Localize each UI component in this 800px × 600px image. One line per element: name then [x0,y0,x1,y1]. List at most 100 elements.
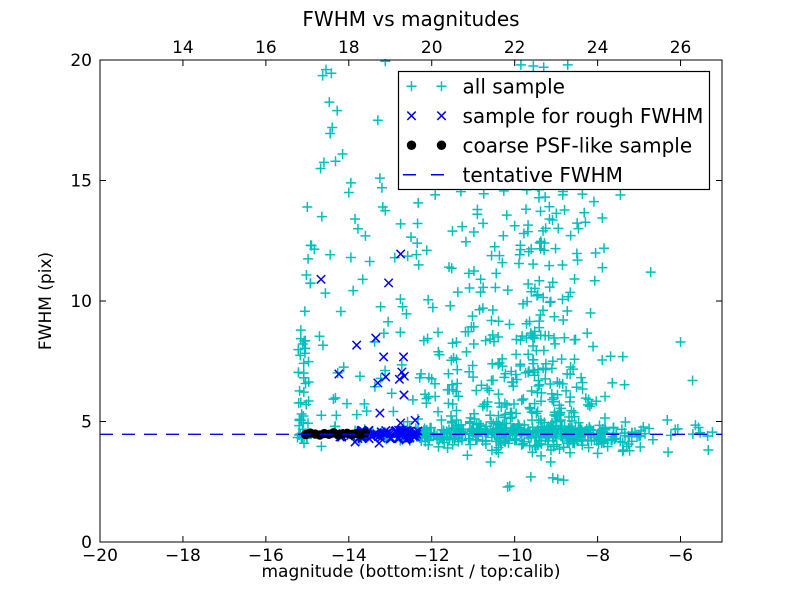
all-sample-marker [305,278,316,289]
all-sample-marker [526,243,537,254]
all-sample-marker [505,428,516,439]
all-sample-marker [533,381,544,392]
all-sample-marker [298,358,309,369]
all-sample-marker [357,274,368,285]
all-sample-marker [563,291,574,302]
all-sample-marker [452,287,463,298]
top-tick-label: 26 [670,38,692,58]
all-sample-marker [702,430,713,441]
all-sample-marker [600,391,611,402]
all-sample-marker [558,475,569,486]
all-sample-marker [517,331,528,342]
all-sample-marker [663,447,674,458]
all-sample-marker [501,210,512,221]
all-sample-marker [565,392,576,403]
top-tick-label: 24 [587,38,609,58]
rough-fwhm-marker [408,431,418,442]
all-sample-marker [557,294,568,305]
all-sample-marker [615,436,626,447]
all-sample-marker [352,223,363,234]
top-tick-label: 18 [338,38,360,58]
all-sample-marker [480,439,491,450]
all-sample-marker [478,282,489,293]
all-sample-marker [545,456,556,467]
all-sample-marker [552,377,563,388]
all-sample-marker [303,396,314,407]
all-sample-marker [316,441,327,452]
all-sample-marker [460,236,471,247]
all-sample-marker [504,319,515,330]
all-sample-marker [509,220,520,231]
all-sample-marker [639,428,650,439]
all-sample-marker [520,367,531,378]
all-sample-marker [695,427,706,438]
all-sample-marker [514,420,525,431]
all-sample-marker [411,249,422,260]
all-sample-marker [464,283,475,294]
all-sample-marker [540,373,551,384]
series-rough-fwhm [316,249,423,448]
all-sample-marker [456,419,467,430]
all-sample-marker [581,423,592,434]
all-sample-marker [448,352,459,363]
all-sample-marker [589,275,600,286]
all-sample-marker [539,422,550,433]
all-sample-marker [534,435,545,446]
all-sample-marker [330,392,341,403]
all-sample-marker [554,400,565,411]
all-sample-marker [383,316,394,327]
all-sample-marker [518,438,529,449]
all-sample-marker [376,182,387,193]
all-sample-marker [396,359,407,370]
all-sample-marker [562,305,573,316]
all-sample-marker [536,417,547,428]
y-tick-label: 0 [81,533,92,553]
all-sample-marker [299,336,310,347]
all-sample-marker [485,410,496,421]
all-sample-marker [526,286,537,297]
all-sample-marker [430,189,441,200]
legend-box [397,70,711,191]
all-sample-marker [687,375,698,386]
legend-marker [406,140,417,150]
all-sample-marker [644,423,655,434]
all-sample-marker [635,442,646,453]
all-sample-marker [443,368,454,379]
all-sample-marker [559,204,570,215]
all-sample-marker [421,424,432,435]
all-sample-marker [549,333,560,344]
all-sample-marker [624,431,635,442]
all-sample-marker [506,377,517,388]
legend: all sample sample for rough FWHM coarse PS… [397,70,711,191]
all-sample-marker [320,64,331,75]
all-sample-marker [482,427,493,438]
all-sample-marker [510,369,521,380]
all-sample-marker [446,263,457,274]
all-sample-marker [568,407,579,418]
all-sample-marker [468,226,479,237]
all-sample-marker [461,346,472,357]
all-sample-marker [463,268,474,279]
all-sample-marker [475,274,486,285]
all-sample-marker [406,232,416,243]
all-sample-marker [624,445,635,456]
all-sample-marker [485,334,496,345]
rough-fwhm-marker [395,249,406,259]
all-sample-marker [538,62,549,73]
all-sample-marker [433,406,444,417]
all-sample-marker [617,351,628,362]
all-sample-marker [337,148,348,159]
all-sample-marker [562,435,573,446]
all-sample-marker [665,430,676,441]
all-sample-marker [528,365,539,376]
all-sample-marker [467,360,478,371]
all-sample-marker [317,70,328,81]
all-sample-marker [550,338,561,349]
all-sample-marker [343,187,354,198]
all-sample-marker [554,408,565,419]
all-sample-marker [389,252,400,263]
all-sample-marker [551,416,562,427]
all-sample-marker [576,372,587,383]
all-sample-marker [540,330,551,341]
